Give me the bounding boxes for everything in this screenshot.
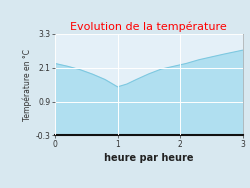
Y-axis label: Température en °C: Température en °C [22, 49, 32, 121]
X-axis label: heure par heure: heure par heure [104, 153, 194, 163]
Title: Evolution de la température: Evolution de la température [70, 21, 227, 32]
